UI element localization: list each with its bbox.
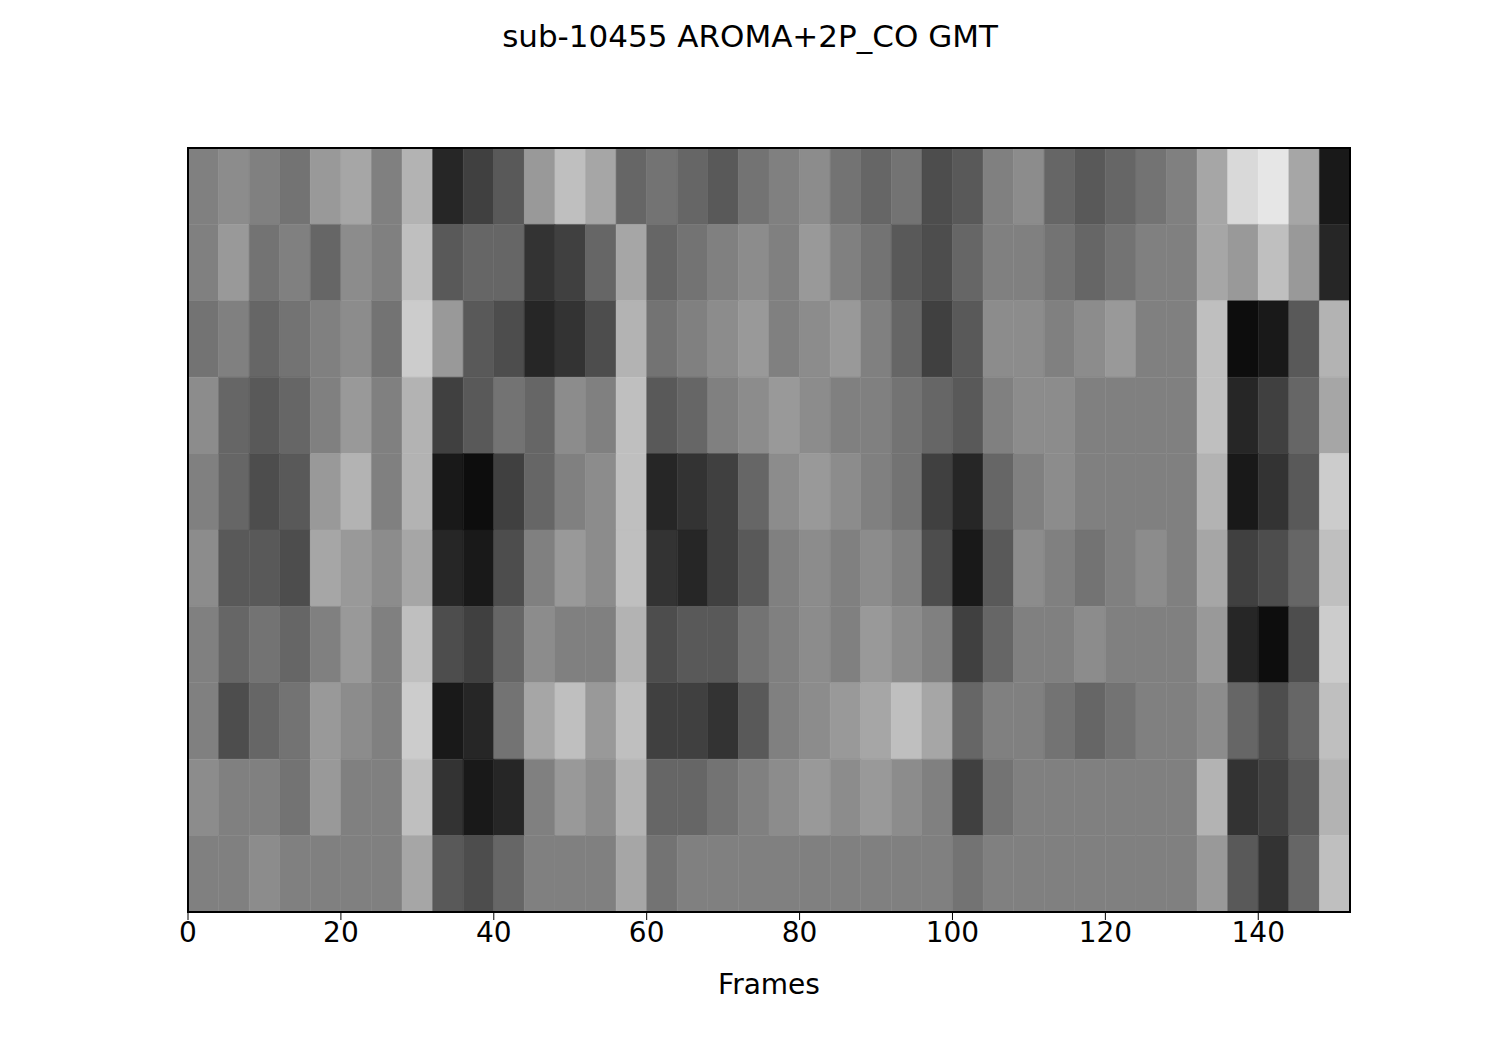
- svg-text:20: 20: [323, 916, 359, 949]
- svg-text:60: 60: [629, 916, 665, 949]
- svg-text:40: 40: [476, 916, 512, 949]
- html-text:sub-10455 AROMA+2P_CO GMT: sub-10455 AROMA+2P_CO GMT: [502, 18, 998, 54]
- svg-text:120: 120: [1079, 916, 1132, 949]
- svg-text:80: 80: [782, 916, 818, 949]
- svg-text:0: 0: [179, 916, 197, 949]
- svg-text:100: 100: [926, 916, 979, 949]
- svg-text:Frames: Frames: [718, 968, 820, 1001]
- svg-text:140: 140: [1232, 916, 1285, 949]
